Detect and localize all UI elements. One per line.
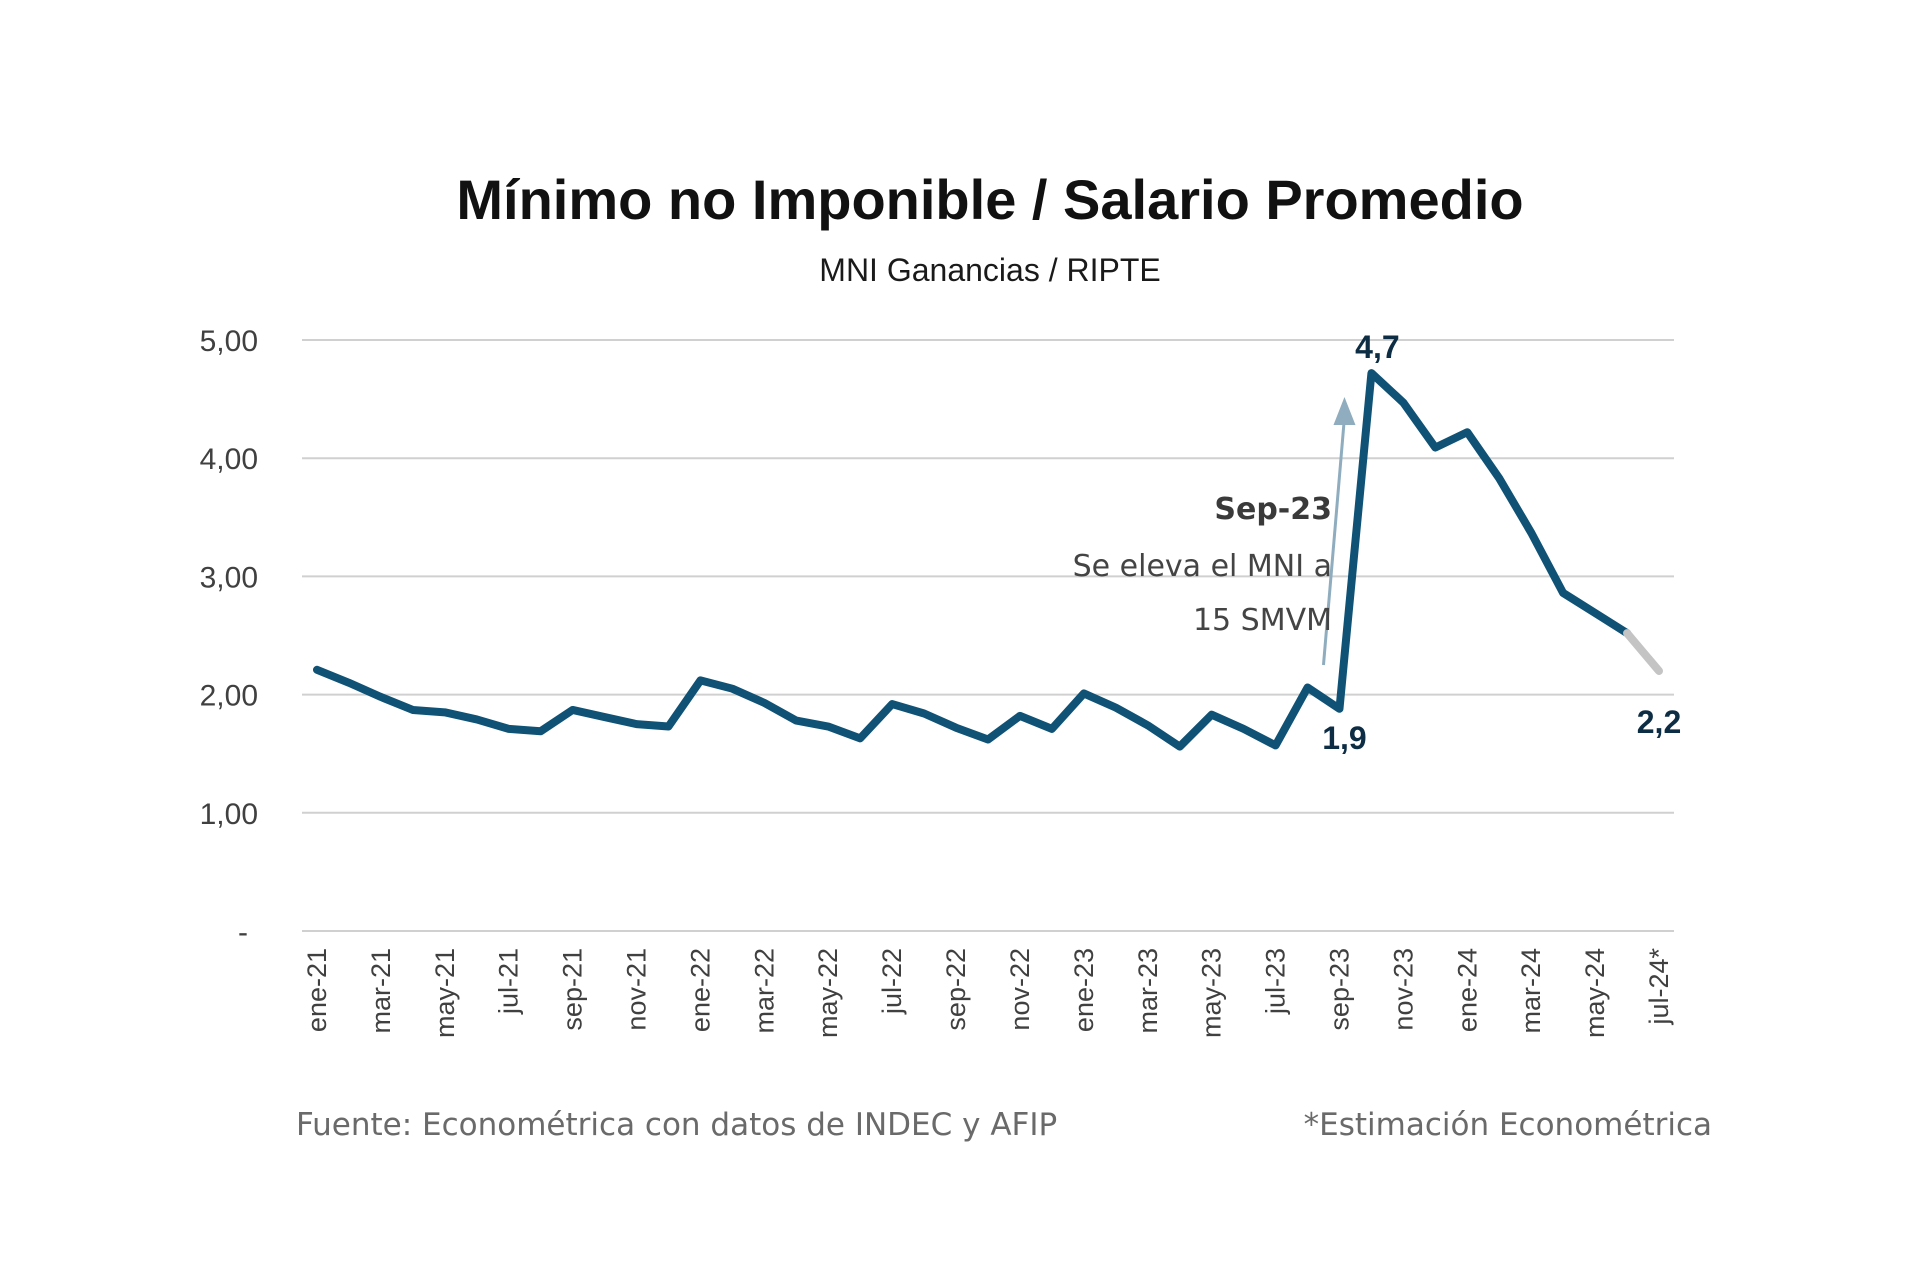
data-point-may-22 bbox=[825, 724, 831, 730]
annotation-title: Sep-23 bbox=[1214, 492, 1332, 527]
footer-source: Fuente: Econométrica con datos de INDEC … bbox=[296, 1107, 1057, 1143]
data-point-abr-24 bbox=[1560, 590, 1566, 596]
x-tick-label: may-22 bbox=[813, 948, 843, 1038]
data-point-jul-21 bbox=[506, 726, 512, 732]
data-point-sep-22 bbox=[953, 725, 959, 731]
y-tick-label: 3,00 bbox=[200, 561, 258, 594]
x-tick-label: sep-23 bbox=[1324, 948, 1354, 1031]
data-labels: 1,9 4,7 2,2 bbox=[1322, 329, 1681, 756]
chart-title: Mínimo no Imponible / Salario Promedio bbox=[456, 168, 1523, 231]
data-point-feb-23 bbox=[1113, 705, 1119, 711]
y-tick-label: 1,00 bbox=[200, 798, 258, 831]
data-point-ene-24 bbox=[1464, 429, 1470, 435]
data-point-abr-21 bbox=[410, 707, 416, 713]
data-point-sep-21 bbox=[570, 707, 576, 713]
data-point-may-21 bbox=[442, 709, 448, 715]
data-point-sep-23 bbox=[1336, 706, 1342, 712]
x-tick-label: nov-21 bbox=[622, 948, 652, 1031]
data-point-oct-23 bbox=[1368, 370, 1374, 376]
x-tick-label: ene-24 bbox=[1452, 948, 1482, 1032]
footer-note: *Estimación Econométrica bbox=[1304, 1107, 1712, 1143]
data-point-nov-23 bbox=[1400, 400, 1406, 406]
estimate-segment bbox=[1623, 629, 1663, 675]
y-tick-label: 5,00 bbox=[200, 325, 258, 358]
data-point-jun-24 bbox=[1624, 630, 1630, 636]
data-point-ago-23 bbox=[1305, 685, 1311, 691]
series-line bbox=[313, 369, 1632, 751]
x-tick-label: sep-22 bbox=[941, 948, 971, 1031]
data-label: 4,7 bbox=[1355, 329, 1399, 365]
x-tick-label: may-23 bbox=[1197, 948, 1227, 1038]
x-tick-label: ene-22 bbox=[685, 948, 715, 1032]
x-tick-label: may-24 bbox=[1580, 948, 1610, 1038]
data-point-jun-21 bbox=[474, 716, 480, 722]
x-tick-label: mar-21 bbox=[366, 948, 396, 1034]
x-tick-label: mar-22 bbox=[749, 948, 779, 1034]
data-point-jun-23 bbox=[1241, 726, 1247, 732]
annotation-arrow bbox=[1321, 416, 1346, 666]
data-point-dic-23 bbox=[1432, 445, 1438, 451]
data-point-mar-22 bbox=[761, 700, 767, 706]
data-point-ene-22 bbox=[697, 677, 703, 683]
data-point-dic-22 bbox=[1049, 726, 1055, 732]
x-tick-label: mar-24 bbox=[1516, 948, 1546, 1034]
data-label: 1,9 bbox=[1322, 720, 1366, 756]
x-tick-label: jul-22 bbox=[877, 948, 907, 1015]
annotation-line-2: 15 SMVM bbox=[1193, 603, 1332, 638]
x-tick-label: ene-23 bbox=[1069, 948, 1099, 1032]
data-point-ago-21 bbox=[538, 728, 544, 734]
x-tick-label: jul-23 bbox=[1261, 948, 1291, 1015]
data-point-oct-21 bbox=[602, 714, 608, 720]
arrowhead-icon bbox=[1333, 397, 1356, 426]
annotation: Sep-23 Se eleva el MNI a 15 SMVM bbox=[1073, 397, 1356, 666]
x-tick-label: nov-23 bbox=[1388, 948, 1418, 1031]
data-point-jul-23 bbox=[1273, 742, 1279, 748]
data-point-jul-22 bbox=[889, 701, 895, 707]
chart-subtitle: MNI Ganancias / RIPTE bbox=[819, 252, 1160, 288]
data-point-jul-24* bbox=[1656, 668, 1662, 674]
x-tick-label: jul-21 bbox=[494, 948, 524, 1015]
annotation-line-1: Se eleva el MNI a bbox=[1073, 549, 1332, 584]
x-tick-label: ene-21 bbox=[302, 948, 332, 1032]
data-point-may-23 bbox=[1209, 712, 1215, 718]
x-axis-ticks: ene-21 mar-21 may-21 jul-21 sep-21 nov-21 ene-… bbox=[302, 948, 1674, 1039]
data-point-mar-24 bbox=[1528, 530, 1534, 536]
data-point-feb-21 bbox=[346, 680, 352, 686]
y-tick-label: 2,00 bbox=[200, 680, 258, 713]
data-point-ago-22 bbox=[921, 711, 927, 717]
x-tick-label: sep-21 bbox=[558, 948, 588, 1031]
gridlines bbox=[302, 339, 1674, 932]
data-point-ene-23 bbox=[1081, 690, 1087, 696]
data-point-nov-22 bbox=[1017, 713, 1023, 719]
x-tick-label: jul-24* bbox=[1644, 948, 1674, 1026]
data-label: 2,2 bbox=[1637, 704, 1681, 740]
y-tick-label: 4,00 bbox=[200, 443, 258, 476]
x-tick-label: mar-23 bbox=[1133, 948, 1163, 1034]
data-point-feb-22 bbox=[729, 686, 735, 692]
data-point-oct-22 bbox=[985, 737, 991, 743]
data-point-feb-24 bbox=[1496, 475, 1502, 481]
data-point-dic-21 bbox=[665, 724, 671, 730]
data-point-mar-23 bbox=[1145, 722, 1151, 728]
data-point-may-24 bbox=[1592, 610, 1598, 616]
data-point-mar-21 bbox=[378, 694, 384, 700]
series-layer bbox=[313, 369, 1663, 751]
data-point-ene-21 bbox=[314, 667, 320, 673]
data-point-abr-23 bbox=[1177, 744, 1183, 750]
data-point-nov-21 bbox=[634, 721, 640, 727]
y-tick-label: - bbox=[238, 916, 248, 949]
x-tick-label: nov-22 bbox=[1005, 948, 1035, 1031]
x-tick-label: may-21 bbox=[430, 948, 460, 1038]
data-point-abr-22 bbox=[793, 718, 799, 724]
data-point-jun-22 bbox=[857, 735, 863, 741]
y-axis-ticks: - 1,00 2,00 3,00 4,00 5,00 bbox=[200, 325, 258, 949]
